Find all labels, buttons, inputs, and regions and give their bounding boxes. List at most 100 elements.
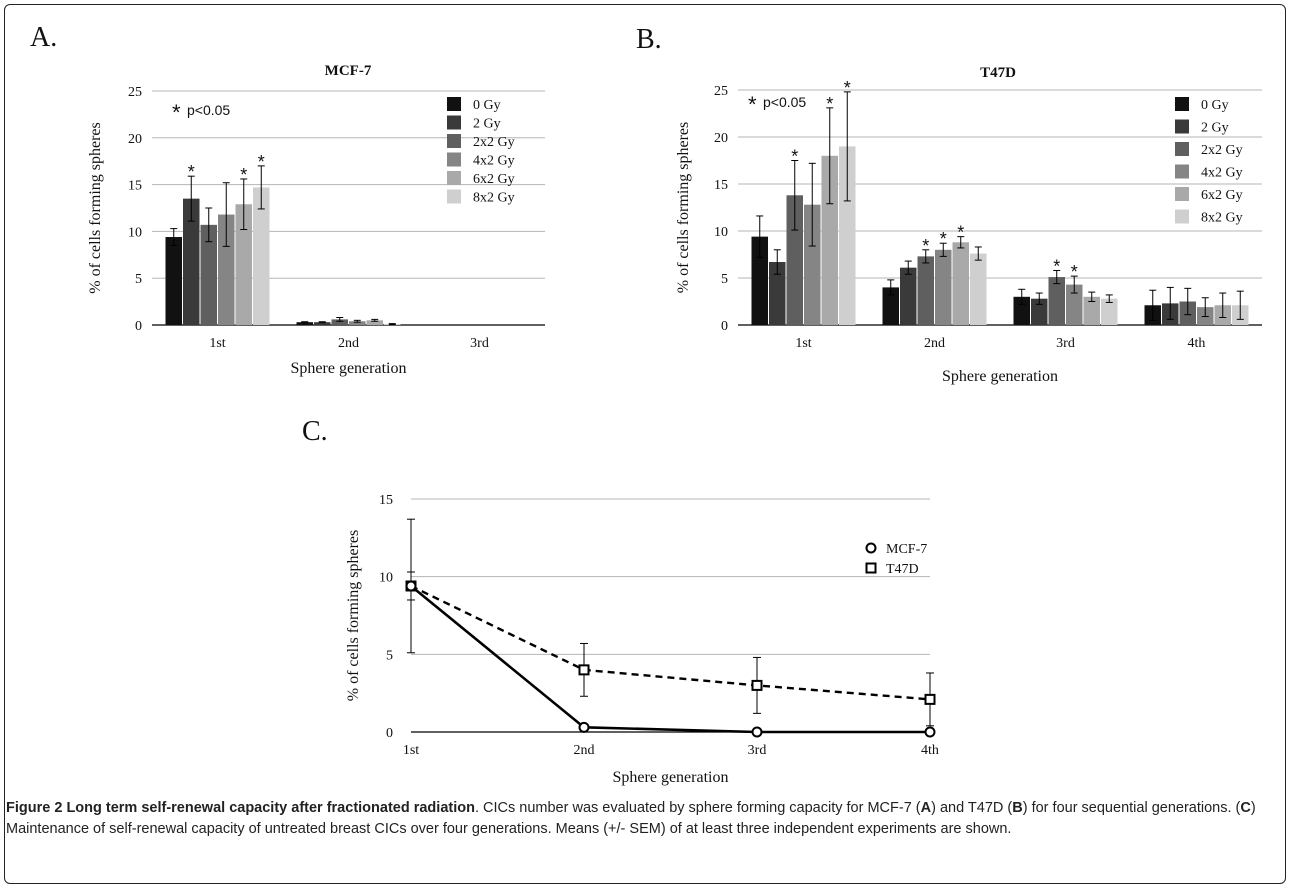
legend-swatch: [447, 171, 461, 185]
bar: [183, 198, 200, 325]
legend-swatch: [1175, 209, 1189, 224]
caption-text-1: . CICs number was evaluated by sphere fo…: [474, 800, 921, 816]
significance-star: *: [1071, 262, 1078, 282]
bar: [1031, 298, 1048, 325]
panel-letter-c: C.: [302, 416, 328, 447]
bar: [952, 242, 969, 325]
bar: [970, 253, 987, 325]
x-tick-label: 4th: [1188, 336, 1206, 351]
y-tick-label: 20: [128, 132, 142, 147]
annotation-star: *: [748, 92, 757, 117]
x-axis-label: Sphere generation: [291, 360, 407, 377]
bar: [1066, 284, 1083, 325]
panel-letter-b: B.: [636, 24, 662, 55]
legend-swatch: [1175, 97, 1189, 111]
x-tick-label: 3rd: [748, 743, 767, 758]
x-tick-label: 2nd: [338, 336, 359, 351]
significance-star: *: [240, 165, 247, 185]
y-tick-label: 5: [135, 272, 142, 287]
legend-swatch: [447, 115, 461, 130]
bar: [839, 146, 856, 325]
bar: [1048, 277, 1065, 325]
significance-star: *: [922, 236, 929, 256]
significance-star: *: [957, 223, 964, 243]
figure-caption: Figure 2 Long term self-renewal capacity…: [6, 798, 1284, 840]
caption-text-2: ) and T47D (: [931, 800, 1013, 816]
y-axis-label: % of cells forming spheres: [675, 122, 692, 294]
x-tick-label: 3rd: [1056, 336, 1075, 351]
chart-t47d: 0 5 10 15 20 25 T47D Sphere generation % of cell…: [675, 65, 1262, 385]
caption-label: Figure 2: [6, 800, 63, 816]
bar: [821, 155, 838, 325]
bar: [751, 236, 768, 325]
x-axis-label: Sphere generation: [613, 769, 729, 786]
y-tick-label: 15: [379, 493, 393, 508]
x-tick-label: 2nd: [574, 743, 595, 758]
legend-label: 8x2 Gy: [473, 191, 515, 206]
bar: [200, 224, 217, 325]
data-point: [405, 580, 417, 592]
bar: [917, 256, 934, 325]
y-tick-label: 5: [386, 648, 393, 663]
significance-star: *: [1053, 256, 1060, 276]
y-tick-label: 0: [721, 319, 728, 334]
x-tick-label: 2nd: [924, 336, 945, 351]
series-line: [410, 584, 930, 734]
chart-mcf7: 0 5 10 15 20 25 MCF-7 Sphere generation % of cel…: [87, 63, 545, 377]
y-tick-label: 10: [379, 571, 393, 586]
y-tick-label: 25: [714, 84, 728, 99]
legend-label: 8x2 Gy: [1201, 211, 1243, 226]
legend-label: 4x2 Gy: [473, 154, 515, 169]
figure-frame: [4, 4, 1286, 884]
bar: [804, 204, 821, 325]
legend-label: 2x2 Gy: [473, 135, 515, 150]
significance-star: *: [791, 147, 798, 167]
legend-label: 4x2 Gy: [1201, 166, 1243, 181]
bar: [769, 262, 786, 325]
legend-marker: [865, 542, 877, 554]
bar: [900, 267, 917, 325]
legend-swatch: [1175, 142, 1189, 156]
y-tick-label: 0: [135, 319, 142, 334]
legend-label: 6x2 Gy: [473, 172, 515, 187]
caption-text-4: ) Maintenance of self-renewal capacity o…: [6, 800, 1256, 837]
bar: [218, 214, 235, 325]
significance-star: *: [258, 152, 265, 172]
bar: [1101, 298, 1118, 325]
figure-canvas: A. B. C. 0 5 10 15 20 25 MCF-7 Sphere generatio…: [30, 22, 1262, 786]
significance-star: *: [826, 94, 833, 114]
bar: [935, 249, 952, 325]
significance-star: *: [188, 162, 195, 182]
bar: [1083, 296, 1100, 325]
x-tick-label: 1st: [209, 336, 225, 351]
y-tick-label: 15: [714, 178, 728, 193]
y-tick-label: 0: [386, 726, 393, 741]
annotation-star: *: [172, 100, 181, 125]
annotation-text: p<0.05: [187, 102, 230, 118]
caption-ref-c: C: [1240, 800, 1251, 816]
chart-title: T47D: [980, 65, 1016, 81]
x-tick-label: 1st: [795, 336, 811, 351]
y-tick-label: 5: [721, 272, 728, 287]
legend-swatch: [1175, 119, 1189, 134]
panel-letter-a: A.: [30, 22, 57, 53]
bar: [331, 319, 348, 325]
bar: [165, 237, 182, 325]
legend-swatch: [447, 134, 461, 148]
data-point: [578, 664, 590, 676]
bar: [1013, 296, 1030, 325]
y-tick-label: 10: [128, 225, 142, 240]
significance-star: *: [940, 229, 947, 249]
data-point: [578, 721, 590, 733]
chart-line: 0 5 10 15 1st 2nd 3rd 4th Sphere generation % of …: [345, 493, 939, 786]
legend-swatch: [1175, 187, 1189, 201]
bar: [235, 204, 252, 325]
annotation-text: p<0.05: [763, 94, 806, 110]
y-tick-label: 15: [128, 179, 142, 194]
bar: [349, 321, 366, 325]
data-point: [751, 679, 763, 691]
bar: [786, 195, 803, 325]
data-point: [751, 726, 763, 738]
legend-label: 2x2 Gy: [1201, 143, 1243, 158]
x-tick-label: 1st: [403, 743, 419, 758]
